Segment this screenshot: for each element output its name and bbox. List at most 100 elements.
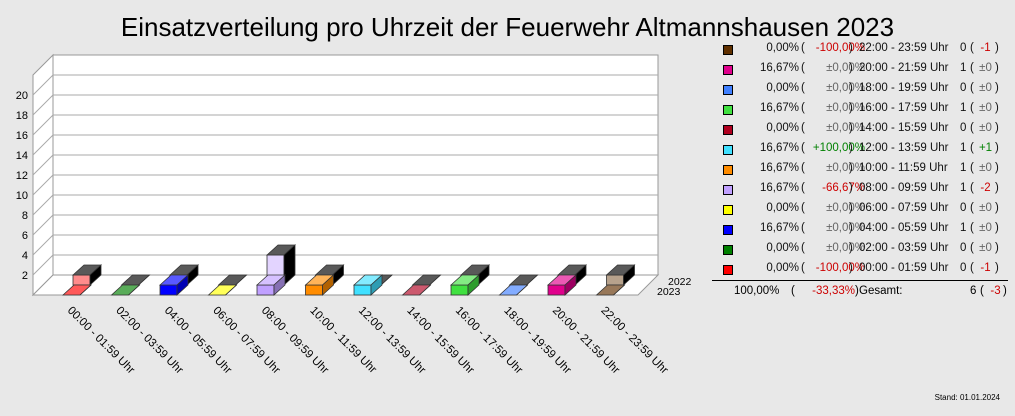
legend-paren-right: ) — [849, 82, 853, 94]
legend-paren-left: ( — [801, 262, 805, 274]
legend-total-row: 100,00% ( -33,33% ) Gesamt: 6 ( -3 ) — [712, 280, 1008, 301]
legend-paren-left: ( — [801, 122, 805, 134]
bar-2023-front — [256, 284, 275, 296]
legend-item: 16,67%(+100,00%) 12:00 - 13:59 Uhr 1(+1) — [718, 140, 1008, 160]
legend-count: 1 — [960, 102, 967, 114]
legend-paren-left-2: ( — [970, 182, 974, 194]
legend-swatch — [723, 125, 733, 135]
legend-percent: 16,67% — [759, 182, 799, 194]
legend-delta: +1 — [978, 142, 993, 154]
gridline-side — [32, 74, 54, 96]
legend-percent: 0,00% — [766, 122, 799, 134]
legend-range: 02:00 - 03:59 Uhr — [859, 242, 949, 254]
bar-2023-side — [613, 284, 625, 296]
legend-range: 06:00 - 07:59 Uhr — [859, 202, 949, 214]
gridline-side — [32, 234, 54, 256]
legend-item: 16,67%(±0,00%) 04:00 - 05:59 Uhr 1(±0) — [718, 220, 1008, 240]
legend-paren-right: ) — [849, 182, 853, 194]
legend-percent: 0,00% — [766, 242, 799, 254]
bar-2023-side — [79, 284, 92, 296]
legend-item: 0,00%(±0,00%) 18:00 - 19:59 Uhr 0(±0) — [718, 80, 1008, 100]
total-label: Gesamt: — [859, 285, 903, 297]
bar-2023-side — [273, 274, 286, 296]
bar-2023-front — [305, 284, 323, 296]
legend-change: ±0,00% — [826, 222, 865, 234]
legend-percent: 16,67% — [759, 102, 799, 114]
bar-2023-side — [225, 284, 237, 296]
legend-percent: 0,00% — [766, 202, 799, 214]
legend-delta: ±0 — [979, 102, 992, 114]
legend-paren-left: ( — [801, 102, 805, 114]
legend-percent: 16,67% — [759, 222, 799, 234]
left-wall — [32, 53, 54, 297]
total-change: -33,33% — [812, 285, 855, 297]
legend-swatch — [723, 265, 733, 275]
legend-swatch — [723, 45, 733, 55]
legend-percent: 0,00% — [766, 262, 799, 274]
legend-item: 16,67%(±0,00%) 20:00 - 21:59 Uhr 1(±0) — [718, 60, 1008, 80]
total-delta: -3 — [990, 285, 1001, 297]
legend-swatch — [723, 85, 733, 95]
bar-2022-side — [526, 274, 538, 286]
total-percent: 100,00% — [734, 285, 780, 297]
legend-range: 12:00 - 13:59 Uhr — [859, 142, 949, 154]
gridline-side — [32, 94, 54, 116]
legend-range: 20:00 - 21:59 Uhr — [859, 62, 949, 74]
legend: 0,00%(-100,00%) 22:00 - 23:59 Uhr 0(-1) 16,… — [718, 40, 1008, 280]
depth-label-2023: 2023 — [657, 286, 681, 298]
gridline-side — [32, 214, 54, 236]
bar-2023-side — [419, 284, 431, 296]
total-count: 6 — [970, 285, 977, 297]
legend-delta: -2 — [980, 182, 991, 194]
legend-paren-right: ) — [849, 162, 853, 174]
legend-paren-left: ( — [801, 82, 805, 94]
legend-paren-left-2: ( — [970, 262, 974, 274]
bar-2023-side — [128, 284, 140, 296]
legend-paren-right-2: ) — [995, 222, 999, 234]
y-tick-label: 18 — [16, 110, 28, 122]
bar-2022-side — [429, 274, 441, 286]
bar-2022-side — [623, 264, 635, 286]
legend-paren-left-2: ( — [970, 82, 974, 94]
legend-item: 16,67%(±0,00%) 16:00 - 17:59 Uhr 1(±0) — [718, 100, 1008, 120]
legend-item: 0,00%(±0,00%) 06:00 - 07:59 Uhr 0(±0) — [718, 200, 1008, 220]
legend-percent: 16,67% — [759, 62, 799, 74]
legend-range: 18:00 - 19:59 Uhr — [859, 82, 949, 94]
legend-paren-right: ) — [849, 62, 853, 74]
bar-2023-side — [564, 274, 577, 296]
bar-2023-side — [467, 274, 480, 296]
legend-change: -66,67% — [822, 182, 865, 194]
total-paren-right: ) — [855, 285, 859, 297]
legend-change: ±0,00% — [826, 162, 865, 174]
y-tick-label: 12 — [16, 170, 28, 182]
gridline-side — [32, 174, 54, 196]
gridline-side — [32, 114, 54, 136]
legend-count: 1 — [960, 62, 967, 74]
legend-paren-left: ( — [801, 142, 805, 154]
stand-date: Stand: 01.01.2024 — [934, 393, 1000, 402]
y-tick-label: 4 — [22, 250, 28, 262]
legend-paren-left: ( — [801, 242, 805, 254]
bar-2022-side — [89, 264, 102, 286]
legend-paren-left-2: ( — [970, 202, 974, 214]
legend-percent: 0,00% — [766, 42, 799, 54]
legend-paren-right: ) — [849, 122, 853, 134]
bar-2022-front — [72, 274, 91, 286]
legend-count: 1 — [960, 222, 967, 234]
legend-paren-left-2: ( — [970, 222, 974, 234]
gridline-side — [32, 254, 54, 276]
legend-paren-right-2: ) — [995, 122, 999, 134]
legend-change: +100,00% — [812, 142, 865, 154]
legend-paren-right: ) — [849, 202, 853, 214]
legend-change: -100,00% — [815, 42, 865, 54]
legend-change: -100,00% — [815, 262, 865, 274]
bar-2022-side — [138, 274, 150, 286]
legend-swatch — [723, 245, 733, 255]
legend-paren-right-2: ) — [995, 202, 999, 214]
bar-2023-front — [450, 284, 469, 296]
legend-paren-left: ( — [801, 42, 805, 54]
bar-2023-side — [370, 274, 383, 296]
legend-paren-left: ( — [801, 62, 805, 74]
legend-count: 0 — [960, 242, 967, 254]
